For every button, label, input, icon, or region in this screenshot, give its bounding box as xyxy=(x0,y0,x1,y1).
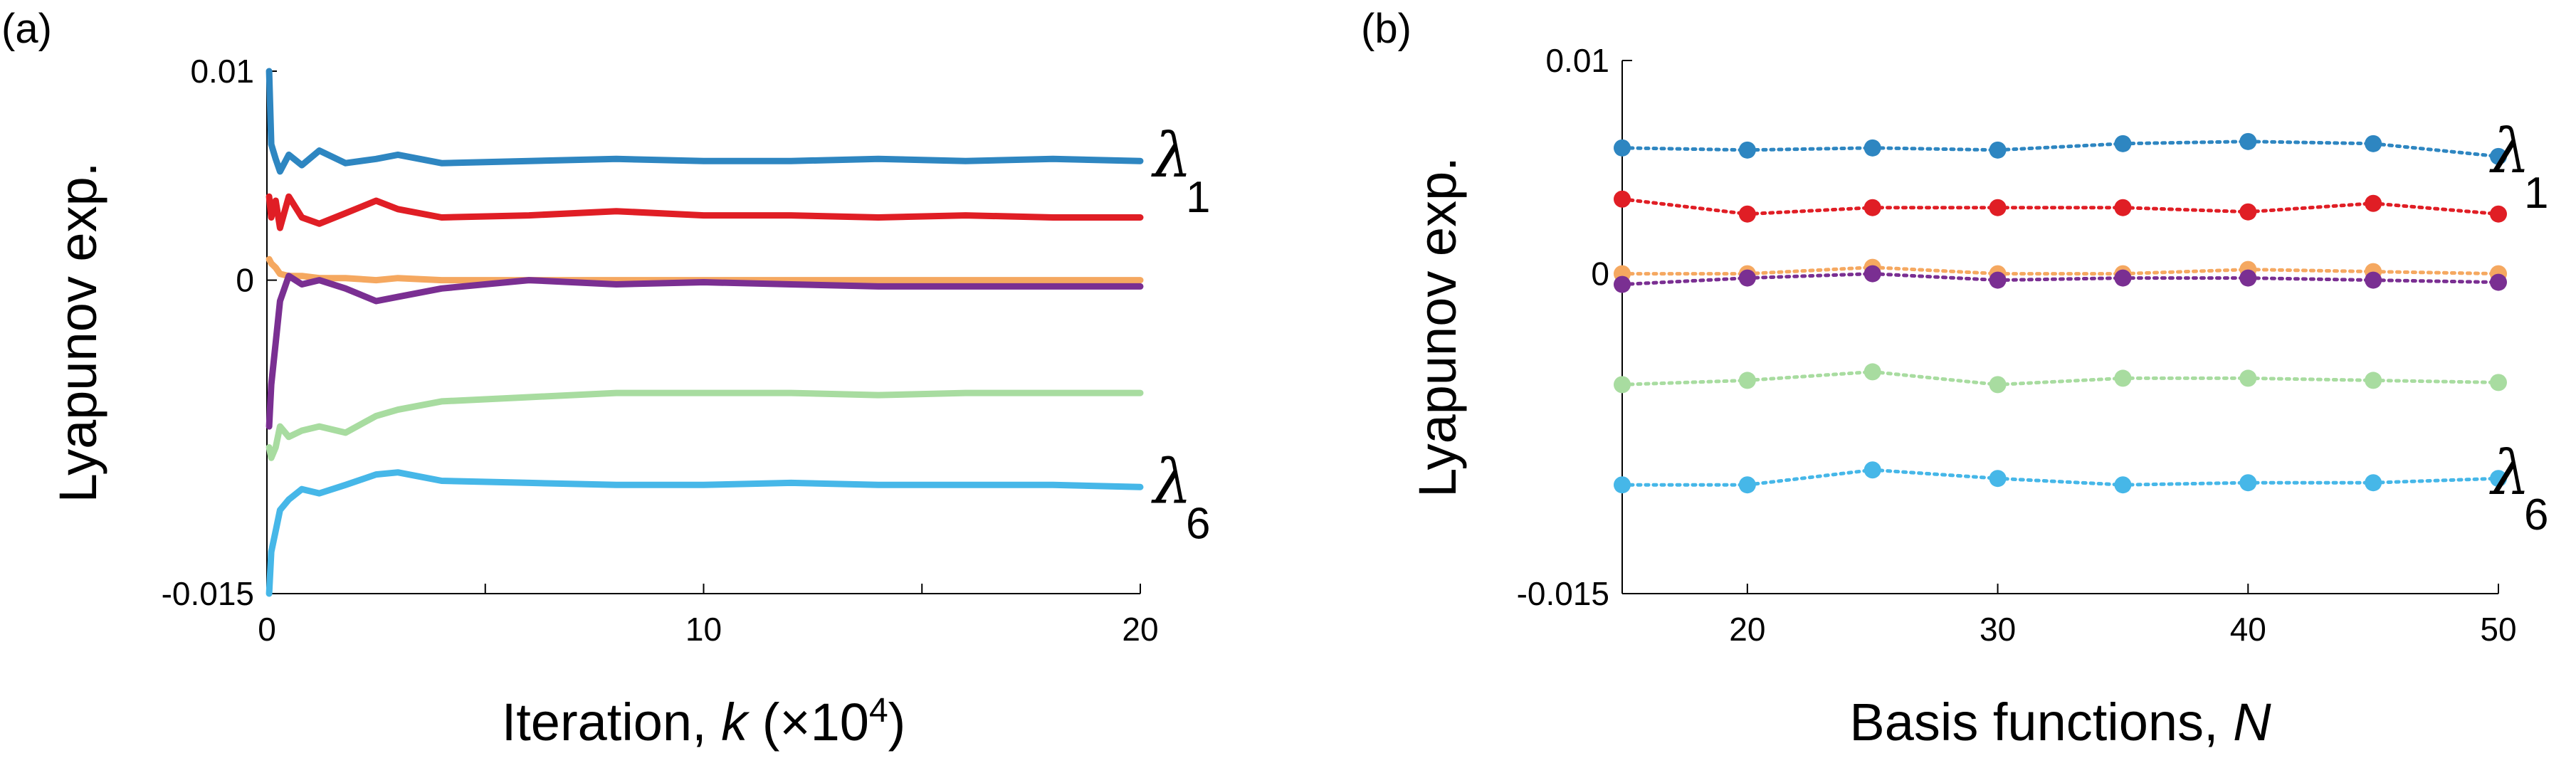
x-tick-label: 50 xyxy=(2480,611,2516,648)
data-point-lambda1 xyxy=(1863,139,1881,157)
series-line-lambda6 xyxy=(1620,468,2501,487)
data-point-lambda4 xyxy=(1738,269,1756,287)
y-tick-label: 0.01 xyxy=(1545,42,1609,79)
series-line-lambda4 xyxy=(266,273,1144,430)
data-point-lambda2 xyxy=(1863,199,1881,216)
panel-b: (b) -0.015 0 0.01 20 30 40 50 Lyapunov exp. Basis… xyxy=(1361,6,2548,752)
data-point-lambda6 xyxy=(1863,461,1881,479)
data-point-lambda6 xyxy=(2365,474,2382,492)
annotation-lambda1-symbol: λ xyxy=(2489,116,2530,187)
data-point-lambda1 xyxy=(2114,135,2132,152)
data-point-lambda4 xyxy=(2490,273,2507,291)
data-point-lambda4 xyxy=(2365,271,2382,289)
series-line-lambda4 xyxy=(1620,272,2501,287)
data-point-lambda5 xyxy=(2490,374,2507,391)
data-point-lambda1 xyxy=(2490,147,2507,165)
panel-label: (a) xyxy=(1,6,52,52)
annotation-lambda6-subscript: 6 xyxy=(1186,499,1210,548)
annotation-lambda6-symbol: λ xyxy=(2489,438,2530,509)
y-tick-label: 0 xyxy=(1591,256,1609,293)
series-line-lambda6 xyxy=(266,469,1144,597)
x-tick-label: 10 xyxy=(685,611,722,648)
series-line-lambda1 xyxy=(1620,140,2501,159)
data-point-lambda2 xyxy=(2365,194,2382,212)
x-tick-label: 20 xyxy=(1729,611,1765,648)
y-tick-label: -0.015 xyxy=(1517,575,1609,612)
series-line-lambda3 xyxy=(1620,265,2501,276)
data-point-lambda5 xyxy=(2239,369,2257,387)
data-point-lambda1 xyxy=(1989,141,2007,159)
y-tick-label: -0.015 xyxy=(162,575,254,612)
data-point-lambda2 xyxy=(2114,199,2132,216)
data-point-lambda1 xyxy=(2239,132,2257,150)
x-tick-label: 30 xyxy=(1980,611,2016,648)
data-point-lambda2 xyxy=(1989,199,2007,216)
data-point-lambda4 xyxy=(2239,269,2257,287)
y-axis-label: Lyapunov exp. xyxy=(48,162,107,503)
data-point-lambda4 xyxy=(2114,269,2132,287)
data-point-lambda6 xyxy=(1614,476,1631,494)
data-point-lambda2 xyxy=(1614,190,1631,208)
x-tick-label: 20 xyxy=(1122,611,1158,648)
series-line-lambda5 xyxy=(1620,369,2501,386)
data-point-lambda4 xyxy=(1989,271,2007,289)
panel-label: (b) xyxy=(1361,6,1411,52)
series-line-lambda2 xyxy=(266,193,1144,231)
x-tick-label: 0 xyxy=(258,611,276,648)
data-point-lambda1 xyxy=(1738,141,1756,159)
annotation-lambda6-subscript: 6 xyxy=(2524,490,2548,540)
x-tick-label: 40 xyxy=(2230,611,2266,648)
data-point-lambda1 xyxy=(2365,135,2382,152)
data-point-lambda2 xyxy=(1738,205,1756,223)
y-tick-label: 0.01 xyxy=(190,53,254,90)
annotation-lambda1-symbol: λ xyxy=(1151,120,1192,191)
data-point-lambda2 xyxy=(2490,205,2507,223)
data-point-lambda6 xyxy=(2114,476,2132,494)
data-point-lambda5 xyxy=(2365,372,2382,389)
series-line-lambda2 xyxy=(1620,197,2501,216)
series-line-lambda3 xyxy=(266,256,1144,284)
series-line-lambda5 xyxy=(266,389,1144,461)
data-point-lambda6 xyxy=(2490,470,2507,488)
data-point-lambda5 xyxy=(1863,363,1881,381)
data-point-lambda4 xyxy=(1863,265,1881,283)
series-line-lambda1 xyxy=(266,68,1144,175)
y-tick-label: 0 xyxy=(236,262,254,299)
data-point-lambda2 xyxy=(2239,203,2257,221)
data-point-lambda6 xyxy=(1989,470,2007,488)
data-point-lambda6 xyxy=(1738,476,1756,494)
data-point-lambda1 xyxy=(1614,139,1631,157)
y-axis-label: Lyapunov exp. xyxy=(1408,157,1467,498)
annotation-lambda6-symbol: λ xyxy=(1151,446,1192,517)
x-axis-label: Iteration, k (×104) xyxy=(502,692,906,752)
data-point-lambda6 xyxy=(2239,474,2257,492)
x-axis-label: Basis functions, N xyxy=(1849,693,2271,752)
data-point-lambda5 xyxy=(1989,376,2007,394)
annotation-lambda1-subscript: 1 xyxy=(2524,169,2548,218)
annotation-lambda1-subscript: 1 xyxy=(1186,173,1210,222)
data-point-lambda4 xyxy=(1614,275,1631,293)
data-point-lambda5 xyxy=(1738,372,1756,389)
data-point-lambda5 xyxy=(2114,369,2132,387)
data-point-lambda5 xyxy=(1614,376,1631,394)
